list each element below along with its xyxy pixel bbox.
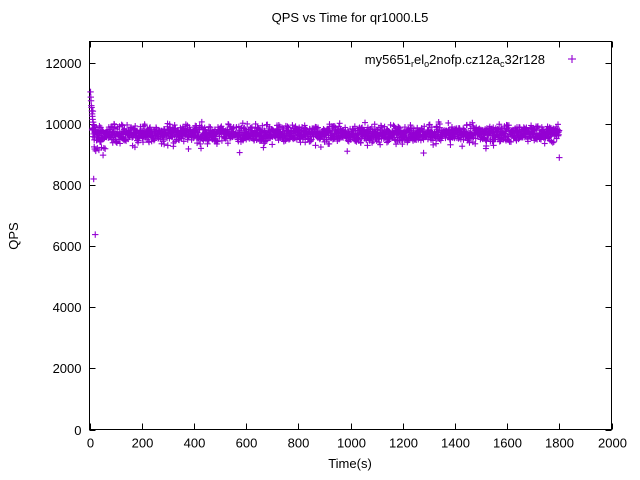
x-axis-label: Time(s) (328, 456, 372, 471)
y-tick-label: 6000 (53, 239, 82, 254)
y-axis-ticks (89, 63, 612, 431)
x-tick-label: 600 (236, 436, 258, 451)
chart-title: QPS vs Time for qr1000.L5 (272, 10, 429, 25)
y-axis-tick-labels: 0 2000 4000 6000 8000 10000 12000 (45, 56, 81, 438)
y-tick-label: 12000 (45, 56, 81, 71)
x-tick-label: 1600 (493, 436, 522, 451)
y-tick-label: 2000 (53, 361, 82, 376)
y-tick-label: 8000 (53, 178, 82, 193)
x-tick-label: 400 (184, 436, 206, 451)
x-axis-ticks (90, 41, 613, 430)
x-axis-tick-labels: 0 200 400 600 800 1000 1200 1400 1600 1800 2000 (87, 436, 627, 451)
legend: my5651relo2nofp.cz12ac32r128 (365, 52, 576, 69)
y-tick-label: 0 (74, 423, 81, 438)
x-tick-label: 1400 (441, 436, 470, 451)
x-tick-label: 2000 (598, 436, 627, 451)
x-tick-label: 200 (132, 436, 154, 451)
x-tick-label: 0 (87, 436, 94, 451)
y-tick-label: 4000 (53, 300, 82, 315)
legend-marker-plus-icon (568, 55, 576, 63)
legend-series-label: my5651relo2nofp.cz12ac32r128 (365, 52, 545, 69)
x-tick-label: 800 (288, 436, 310, 451)
y-axis-label: QPS (6, 222, 21, 250)
y-tick-label: 10000 (45, 117, 81, 132)
x-tick-label: 1200 (389, 436, 418, 451)
x-tick-label: 1000 (337, 436, 366, 451)
plot-frame-border (89, 41, 612, 430)
x-tick-label: 1800 (545, 436, 574, 451)
data-point-group (87, 88, 563, 238)
